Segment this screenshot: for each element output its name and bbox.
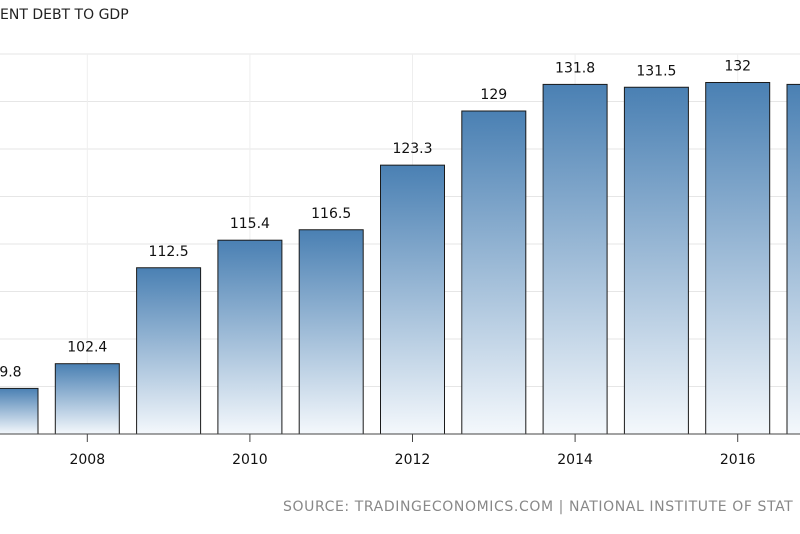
bar xyxy=(542,83,608,435)
bar xyxy=(54,363,120,435)
x-tick-label: 2016 xyxy=(720,452,756,468)
x-tick-label: 2012 xyxy=(395,452,431,468)
bar xyxy=(0,387,39,435)
value-label: 99.8 xyxy=(0,364,22,380)
value-label: 131.8 xyxy=(799,60,800,76)
bar xyxy=(136,267,202,435)
value-label: 112.5 xyxy=(149,244,189,260)
value-label: 129 xyxy=(480,87,507,103)
value-label: 132 xyxy=(724,59,751,75)
x-tick-label: 2014 xyxy=(557,452,593,468)
bar xyxy=(461,110,527,435)
value-label: 116.5 xyxy=(311,206,351,222)
bar xyxy=(623,86,689,435)
value-label: 123.3 xyxy=(392,141,432,157)
value-label: 131.5 xyxy=(636,63,676,79)
value-label: 102.4 xyxy=(67,340,107,356)
chart-title: ENT DEBT TO GDP xyxy=(0,7,129,23)
x-tick-label: 2010 xyxy=(232,452,268,468)
bar xyxy=(380,164,445,435)
bar xyxy=(786,83,800,435)
bar xyxy=(298,229,364,435)
bar xyxy=(217,239,283,435)
bar xyxy=(705,82,771,435)
value-label: 131.8 xyxy=(555,60,595,76)
source-note: SOURCE: TRADINGECONOMICS.COM | NATIONAL … xyxy=(283,499,793,515)
x-tick-label: 2008 xyxy=(69,452,105,468)
value-label: 115.4 xyxy=(230,216,270,232)
